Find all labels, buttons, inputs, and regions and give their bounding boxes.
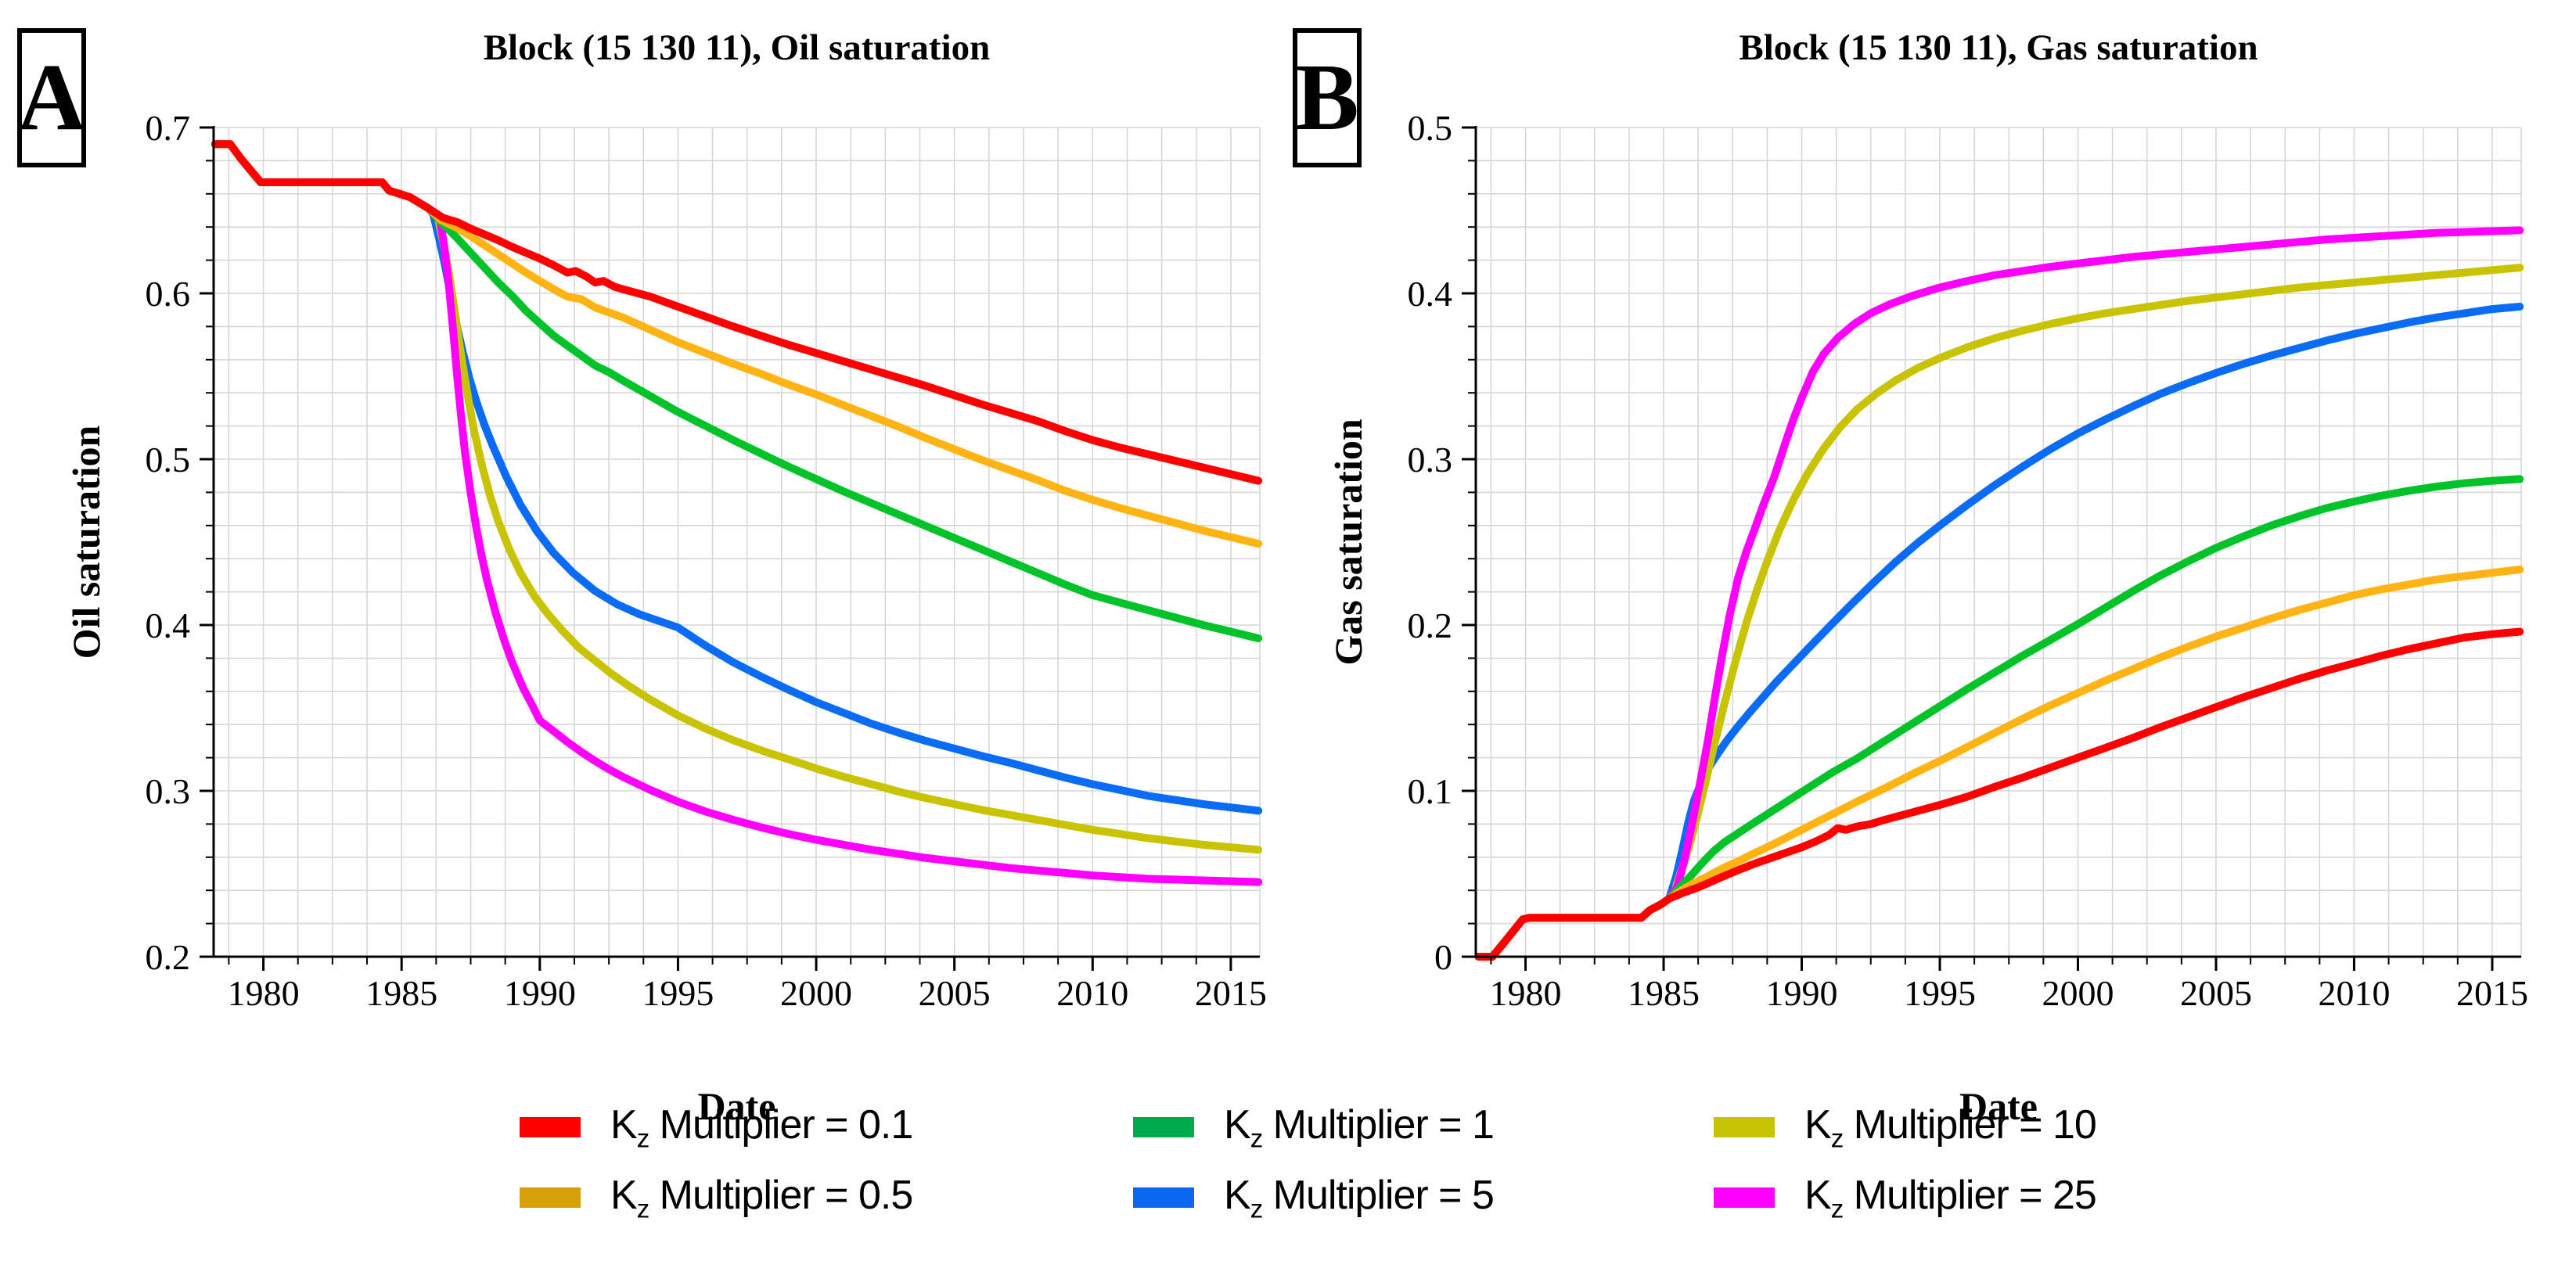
x-tick-label: 1985	[1628, 973, 1700, 1013]
legend-item: Kz Multiplier = 0.5	[520, 1167, 913, 1228]
x-tick-label: 2010	[1056, 973, 1128, 1013]
legend-swatch-olive	[1714, 1117, 1775, 1137]
y-tick-label: 0.1	[1408, 771, 1453, 811]
gas-y-axis-label: Gas saturation	[1326, 419, 1370, 666]
x-tick-label: 2005	[919, 973, 991, 1013]
curve-kz-multiplier-1	[210, 140, 1263, 642]
y-tick-label: 0.7	[146, 108, 191, 148]
y-tick-label: 0.4	[146, 605, 191, 645]
curve-kz-multiplier-10	[1474, 264, 2524, 961]
tick-labels: 1980 1985 1990 1995 2000 2005 2010 2015 0 0.1 0.2 0…	[1408, 108, 2528, 1013]
legend-label: Kz Multiplier = 5	[1224, 1172, 1495, 1223]
legend-swatch-magenta	[1714, 1187, 1775, 1208]
legend-item: Kz Multiplier = 25	[1714, 1167, 2097, 1228]
x-tick-label: 2000	[2042, 973, 2114, 1013]
y-tick-label: 0.2	[146, 937, 191, 977]
gas-chart-title: Block (15 130 11), Gas saturation	[1739, 27, 2258, 68]
curve-kz-multiplier-10	[210, 140, 1263, 854]
x-tick-label: 1985	[365, 973, 437, 1013]
x-tick-label: 2015	[2456, 973, 2528, 1013]
x-tick-label: 1980	[228, 973, 300, 1013]
y-tick-label: 0.3	[1408, 440, 1453, 480]
x-tick-label: 1995	[1904, 973, 1976, 1013]
legend-swatch-goldenrod	[520, 1187, 581, 1208]
panel-b-letter-box: B	[1293, 28, 1362, 167]
chart-panel-b: 1980 1985 1990 1995 2000 2005 2010 2015 0 0.1 0.2 0…	[1408, 108, 2528, 1013]
curve-kz-multiplier-5	[210, 140, 1263, 815]
y-tick-label: 0.3	[146, 771, 191, 811]
legend-label: Kz Multiplier = 0.1	[610, 1101, 913, 1153]
legend-label: Kz Multiplier = 1	[1224, 1101, 1495, 1153]
legend-item: Kz Multiplier = 5	[1133, 1167, 1495, 1228]
x-tick-label: 2005	[2180, 973, 2252, 1013]
tick-labels: 1980 1985 1990 1995 2000 2005 2010 2015 0.2 0.3 0.…	[146, 108, 1267, 1013]
oil-y-axis-label: Oil saturation	[64, 425, 108, 659]
y-tick-label: 0.4	[1408, 274, 1453, 314]
legend-item: Kz Multiplier = 0.1	[520, 1097, 913, 1158]
legend-label: Kz Multiplier = 10	[1804, 1101, 2097, 1153]
curve-kz-multiplier-0.5	[210, 140, 1263, 548]
curve-kz-multiplier-0.1	[1474, 627, 2524, 961]
legend-swatch-blue	[1133, 1187, 1194, 1208]
x-tick-label: 1990	[1766, 973, 1838, 1013]
x-tick-label: 2010	[2318, 973, 2390, 1013]
curve-kz-multiplier-5	[1474, 303, 2524, 961]
curve-kz-multiplier-25	[210, 140, 1263, 886]
y-tick-label: 0.5	[146, 440, 191, 480]
legend-item: Kz Multiplier = 1	[1133, 1097, 1495, 1158]
legend-label: Kz Multiplier = 0.5	[610, 1172, 913, 1223]
x-tick-label: 1995	[642, 973, 714, 1013]
y-tick-label: 0.6	[146, 274, 191, 314]
x-tick-label: 2015	[1195, 973, 1267, 1013]
legend-label: Kz Multiplier = 25	[1804, 1172, 2097, 1223]
oil-x-axis-label: Date	[697, 1084, 776, 1128]
x-tick-label: 1980	[1490, 973, 1562, 1013]
x-tick-label: 1990	[504, 973, 576, 1013]
oil-chart-title: Block (15 130 11), Oil saturation	[483, 27, 991, 68]
x-tick-label: 2000	[780, 973, 852, 1013]
legend-swatch-green	[1133, 1117, 1194, 1137]
legend-item: Kz Multiplier = 10	[1714, 1097, 2097, 1158]
gas-x-axis-label: Date	[1959, 1084, 2038, 1128]
y-tick-label: 0	[1434, 937, 1452, 977]
curve-kz-multiplier-0.5	[1474, 566, 2524, 961]
curve-kz-multiplier-0.1	[210, 140, 1263, 485]
chart-panel-a: 1980 1985 1990 1995 2000 2005 2010 2015 0.2 0.3 0.…	[146, 108, 1267, 1013]
axes	[200, 126, 1260, 971]
y-tick-label: 0.2	[1408, 605, 1453, 645]
series-curves	[1474, 226, 2524, 961]
legend-swatch-red	[520, 1117, 581, 1137]
grid	[1476, 127, 2522, 957]
curve-kz-multiplier-1	[1474, 475, 2524, 961]
y-tick-label: 0.5	[1408, 108, 1453, 148]
panel-a-letter-box: A	[17, 28, 86, 167]
axes	[1462, 126, 2521, 971]
legend: Kz Multiplier = 0.1 Kz Multiplier = 1 Kz…	[0, 1087, 2576, 1261]
series-curves	[210, 140, 1263, 886]
